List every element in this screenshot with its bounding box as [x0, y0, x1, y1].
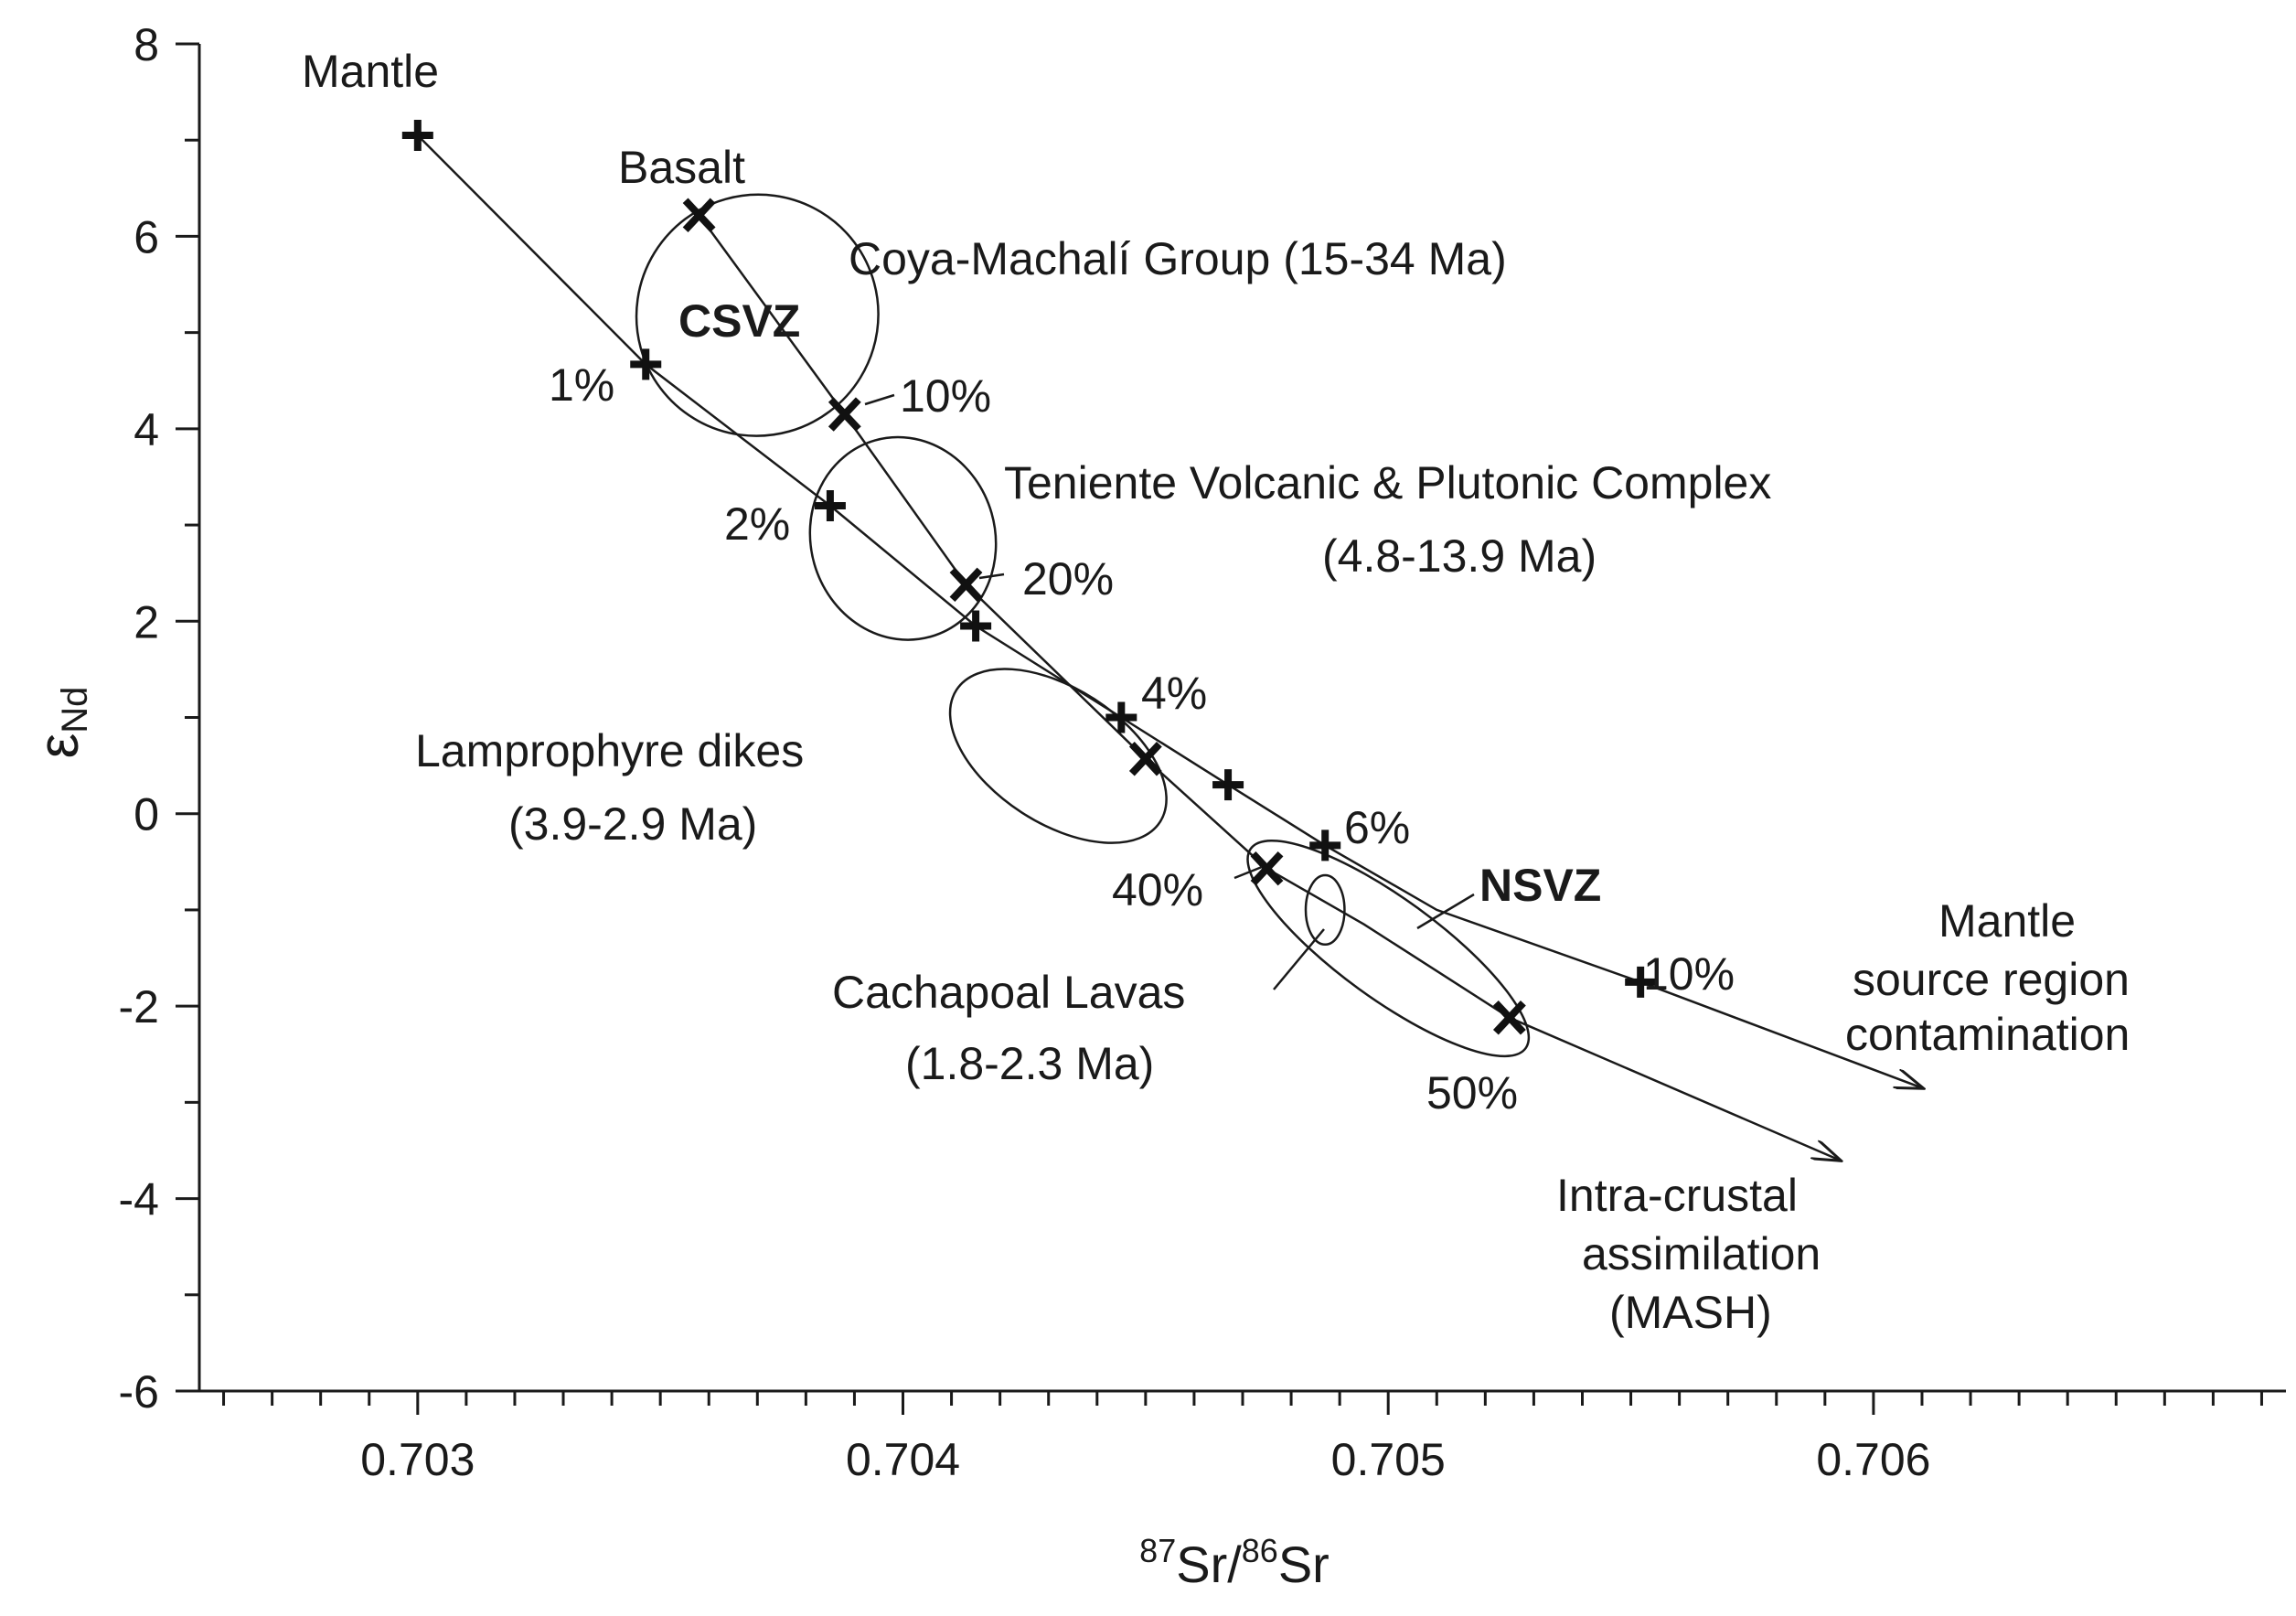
compositional-fields [635, 193, 1531, 1058]
y-tick-label-2: 2 [133, 596, 159, 647]
label-crust-40pct: 40% [1112, 864, 1203, 915]
label-crust-50pct: 50% [1426, 1067, 1518, 1118]
x-marker-b [1250, 851, 1284, 886]
annotation-mantle-contam-3: contamination [1845, 1009, 2130, 1060]
y-tick-label-0: 0 [133, 789, 159, 840]
field-csvz [635, 193, 880, 437]
label-1pct: 1% [549, 359, 614, 411]
annotation-basalt: Basalt [618, 142, 745, 193]
y-tick-label-6: -6 [119, 1366, 159, 1418]
mixing-markers [401, 119, 1657, 1035]
y-tick-label-8: 8 [133, 19, 159, 70]
field-cachapoal-lavas [1304, 873, 1346, 947]
plus-marker-2 [814, 490, 846, 522]
x-marker-1 [828, 397, 861, 432]
x-marker-b [682, 198, 716, 233]
x-marker-3 [1128, 742, 1162, 776]
annotation-coya-machali: Coya-Machalí Group (15-34 Ma) [849, 233, 1507, 284]
axes: 0.703 0.704 0.705 0.706 8 6 4 2 0 -2 -4 -6 [119, 19, 2286, 1485]
y-axis-title-main: ε [27, 733, 91, 759]
annotations: Mantle Basalt Coya-Machalí Group (15-34 … [302, 46, 2130, 1338]
field-nsvz [1246, 839, 1531, 1058]
label-2pct: 2% [724, 498, 790, 550]
x-marker-b [949, 567, 983, 603]
label-mantle-10pct: 10% [1643, 948, 1735, 1000]
leader-lines [864, 393, 1475, 990]
label-4pct: 4% [1141, 668, 1207, 719]
point-labels: 1% 2% 4% 6% 10% 10% 20% 40% 50% [549, 359, 1735, 1118]
x-axis-title-mid: Sr/ [1176, 1536, 1242, 1593]
plus-marker-3 [960, 610, 992, 642]
y-tick-label-4: -4 [119, 1174, 159, 1225]
x-marker-b [1492, 1001, 1526, 1035]
label-crust-10pct: 10% [900, 370, 991, 422]
annotation-csvz: CSVZ [678, 295, 800, 347]
x-marker-b [1128, 742, 1162, 776]
x-axis-title-end: Sr [1278, 1536, 1330, 1593]
x-ticks: 0.703 0.704 0.705 0.706 [222, 1391, 2263, 1485]
annotation-lamprophyre-age: (3.9-2.9 Ma) [508, 798, 757, 850]
mixing-curves [416, 134, 1922, 1161]
field-lamprophyre-dikes [948, 668, 1168, 844]
annotation-mantle-contam-1: Mantle [1938, 895, 2076, 947]
annotation-mantle-contam-2: source region [1853, 954, 2130, 1005]
leader-nsvz [1416, 893, 1475, 930]
annotation-cachapoal: Cachapoal Lavas [832, 967, 1185, 1018]
leader-cachapoal [1273, 928, 1325, 990]
axis-titles: 87Sr/86Sr εNd [27, 687, 1330, 1593]
annotation-mash-2: assimilation [1582, 1228, 1821, 1279]
x-marker-5 [1492, 1001, 1526, 1035]
plus-marker-7 [1625, 966, 1657, 998]
x-axis-title-sup1: 87 [1139, 1532, 1176, 1569]
annotation-teniente-age: (4.8-13.9 Ma) [1322, 530, 1597, 582]
y-ticks: 8 6 4 2 0 -2 -4 -6 [119, 19, 199, 1418]
leader-10pct [864, 393, 895, 406]
plus-marker-5 [1212, 769, 1244, 801]
x-tick-label-0-706: 0.706 [1816, 1434, 1930, 1485]
annotation-mash-3: (MASH) [1609, 1287, 1772, 1338]
x-marker-2 [949, 567, 983, 603]
x-marker-4 [1250, 851, 1284, 886]
curve-intra-crustal-assimilation-mash [698, 214, 1840, 1160]
field-teniente-volcanic-plutonic-complex [808, 435, 998, 641]
annotation-mantle: Mantle [302, 46, 439, 97]
plus-marker-1 [630, 348, 662, 380]
plus-marker-6 [1309, 829, 1341, 862]
annotation-lamprophyre: Lamprophyre dikes [415, 725, 804, 776]
plus-marker-4 [1105, 701, 1137, 733]
y-tick-label-4: 4 [133, 404, 159, 455]
y-axis-title: εNd [27, 687, 95, 759]
annotation-nsvz: NSVZ [1479, 860, 1601, 911]
x-axis-title-sup2: 86 [1242, 1532, 1278, 1569]
annotation-teniente: Teniente Volcanic & Plutonic Complex [1004, 457, 1771, 508]
y-tick-label-2: -2 [119, 981, 159, 1033]
x-marker-b [828, 397, 861, 432]
leader-40pct [1233, 865, 1263, 880]
y-axis-title-sub: Nd [55, 687, 95, 733]
curve-mantle-source-region-contamination [416, 134, 1922, 1088]
label-6pct: 6% [1344, 802, 1410, 853]
label-crust-20pct: 20% [1022, 553, 1114, 605]
plus-marker-0 [401, 119, 433, 151]
x-tick-label-0-703: 0.703 [360, 1434, 475, 1485]
leader-20pct [978, 573, 1005, 580]
x-tick-label-0-705: 0.705 [1331, 1434, 1446, 1485]
y-tick-label-6: 6 [133, 211, 159, 262]
annotation-mash-1: Intra-crustal [1556, 1170, 1798, 1221]
x-marker-0 [682, 198, 716, 233]
annotation-cachapoal-age: (1.8-2.3 Ma) [905, 1038, 1154, 1089]
x-tick-label-0-704: 0.704 [846, 1434, 960, 1485]
x-axis-title: 87Sr/86Sr [1139, 1532, 1330, 1593]
